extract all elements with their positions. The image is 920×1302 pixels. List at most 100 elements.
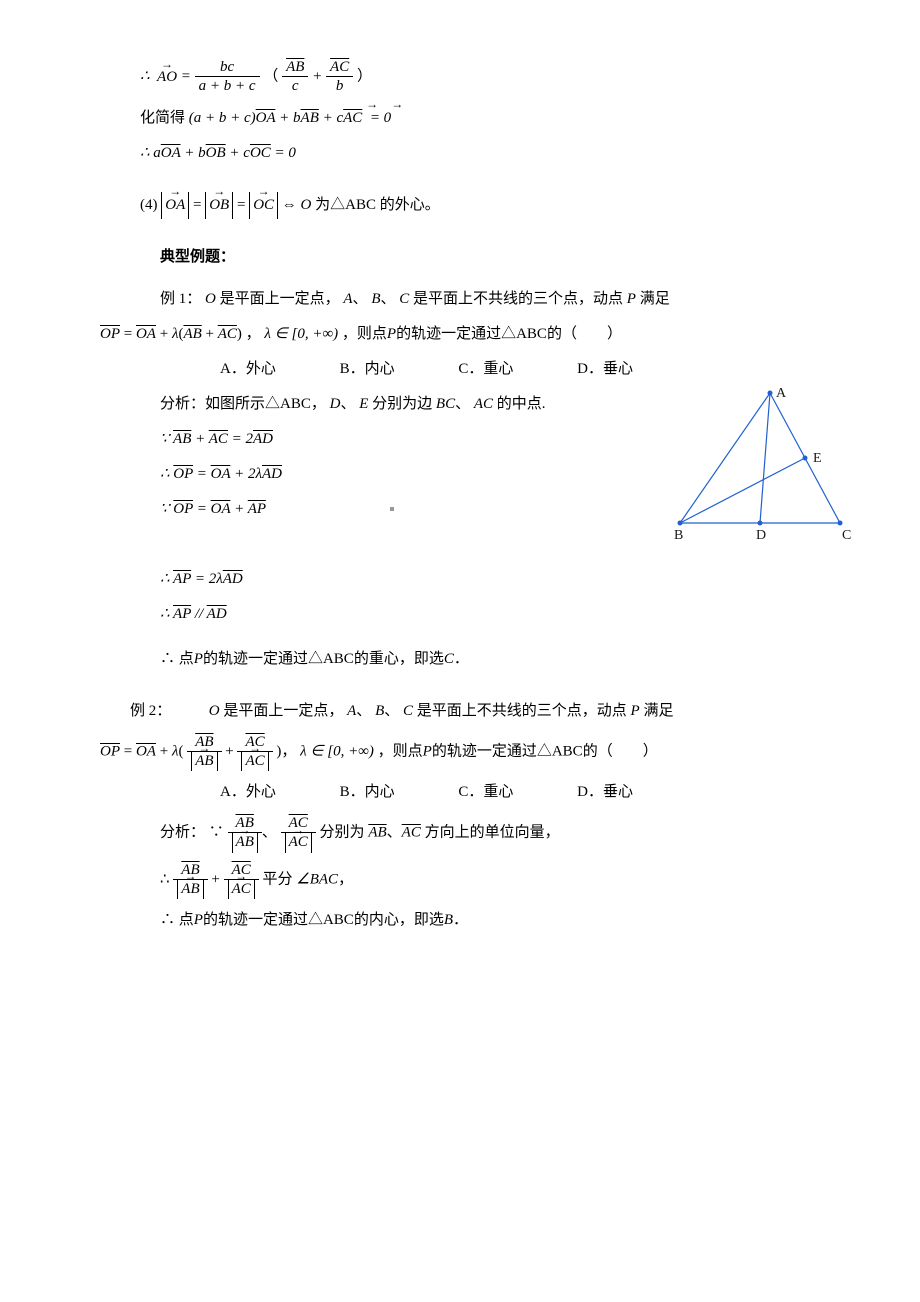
t1: 点 (179, 651, 194, 667)
parallel: // (195, 606, 203, 622)
t2: 是平面上不共线的三个点，动点 (417, 703, 627, 719)
tail: 的外心。 (380, 197, 440, 213)
section-header: 典型例题： (160, 244, 860, 271)
because: ∵ (209, 825, 224, 841)
lam: λ (172, 326, 179, 342)
opt-a: A．外心 (220, 361, 276, 377)
svg-text:E: E (813, 451, 822, 466)
p2: P (387, 326, 396, 342)
txt: 分别为 (320, 825, 365, 841)
a: A (343, 291, 352, 307)
p: P (194, 651, 203, 667)
tri: △ABC (330, 197, 376, 213)
ad: AD (223, 571, 243, 587)
sep: 、 (353, 291, 368, 307)
watermark-dot (390, 507, 394, 511)
t5: 的轨迹一定通过 (396, 326, 501, 342)
frac-ab-c: AB c (282, 58, 308, 97)
triangle-diagram: ABCDE (670, 383, 860, 548)
abs-oa: OA (165, 192, 185, 219)
oa: OA (136, 743, 156, 759)
ab2: AB (368, 825, 386, 841)
den-c: c (282, 77, 308, 97)
o: O (301, 197, 312, 213)
deriv-eq2: 化简得 (a + b + c)OA + bAB + cAC = 0​ (140, 105, 860, 132)
dot: ． (453, 912, 468, 928)
t2: 分别为边 (372, 396, 432, 412)
c: C (403, 703, 413, 719)
deriv-eq3: ∴ aOA + bOB + cOC = 0 (140, 140, 860, 167)
eq0: = 0 (370, 110, 391, 126)
ov-ac: AC (330, 59, 349, 75)
ans: B (444, 912, 453, 928)
t1: 是平面上一定点， (220, 291, 340, 307)
ex2-analysis: 分析： ∵ AB AB 、 AC AC 分别为 AB、AC 方向上的单位向量， (160, 814, 860, 853)
therefore: ∴ (140, 69, 150, 85)
step5: ∴ AP // AD (160, 601, 860, 628)
t6: 的（ ） (547, 326, 622, 342)
den-b: b (326, 77, 353, 97)
therefore: ∴ (160, 571, 170, 587)
opt-c: C．重心 (458, 361, 513, 377)
ex2-conclusion: ∴ 点P的轨迹一定通过△ABC的内心，即选B． (160, 907, 860, 934)
e: E (359, 396, 368, 412)
tri: △ABC (308, 912, 354, 928)
ad: AD (262, 466, 282, 482)
op: OP (173, 501, 193, 517)
tri: △ABC (501, 326, 547, 342)
oa: OA (211, 466, 231, 482)
sum-ac: AC AC (224, 861, 259, 900)
o: O (205, 291, 216, 307)
range: λ ∈ [0, +∞) (264, 326, 338, 342)
opt-d: D．垂心 (577, 784, 633, 800)
abs-ac: AC (289, 833, 308, 853)
t2: 是平面上不共线的三个点，动点 (413, 291, 623, 307)
c: + c (229, 145, 250, 161)
ex1-options: A．外心 B．内心 C．重心 D．垂心 (220, 356, 860, 383)
b: B (375, 703, 384, 719)
ex1-stem: 例 1： O 是平面上一定点， A、 B、 C 是平面上不共线的三个点，动点 P… (160, 286, 860, 313)
num: bc (195, 58, 260, 77)
t5: 的轨迹一定通过 (432, 743, 537, 759)
ex1-eq: OP = OA + λ(AB + AC) ， λ ∈ [0, +∞) ，则点P的… (100, 321, 860, 348)
abs-ab: AB (181, 880, 199, 900)
unit-ab: AB AB (187, 733, 221, 772)
mid: + 2λ (234, 466, 262, 482)
step4: ∴ AP = 2λAD (160, 566, 860, 593)
therefore: ∴ (160, 606, 170, 622)
opt-d: D．垂心 (577, 361, 633, 377)
deriv-eq1: ∴ AO = bc a + b + c （ AB c + AC b ） (140, 58, 860, 97)
eq: = 2 (232, 431, 253, 447)
eq: = 2λ (195, 571, 223, 587)
ex2-stem: 例 2： O 是平面上一定点， A、 B、 C 是平面上不共线的三个点，动点 P… (130, 698, 860, 725)
bc: BC (436, 396, 455, 412)
because: ∵ (160, 431, 170, 447)
abs-ab: AB (195, 752, 213, 772)
pb: + b (279, 110, 300, 126)
p2: P (423, 743, 432, 759)
t1: 是平面上一定点， (223, 703, 343, 719)
ap: AP (173, 606, 191, 622)
svg-text:B: B (674, 528, 683, 543)
lam: λ (172, 743, 179, 759)
therefore: ∴ (160, 651, 175, 667)
a: a (153, 145, 161, 161)
frac-ac-b: AC b (326, 58, 353, 97)
ac: AC (218, 326, 237, 342)
p: P (194, 912, 203, 928)
ac2: AC (402, 825, 421, 841)
oa: OA (211, 501, 231, 517)
tri: △ABC (308, 651, 354, 667)
therefore: ∴ (160, 912, 175, 928)
sep: 、 (384, 703, 399, 719)
ap: AP (173, 571, 191, 587)
t3: 的中点. (497, 396, 546, 412)
op: OP (173, 466, 193, 482)
ob: OB (206, 145, 226, 161)
sep: 、 (340, 396, 355, 412)
b: + b (184, 145, 205, 161)
ana-label: 分析：如图所示 (160, 396, 265, 412)
oa: OA (161, 145, 181, 161)
angle: ∠BAC (296, 871, 338, 887)
t4: ，则点 (378, 743, 423, 759)
